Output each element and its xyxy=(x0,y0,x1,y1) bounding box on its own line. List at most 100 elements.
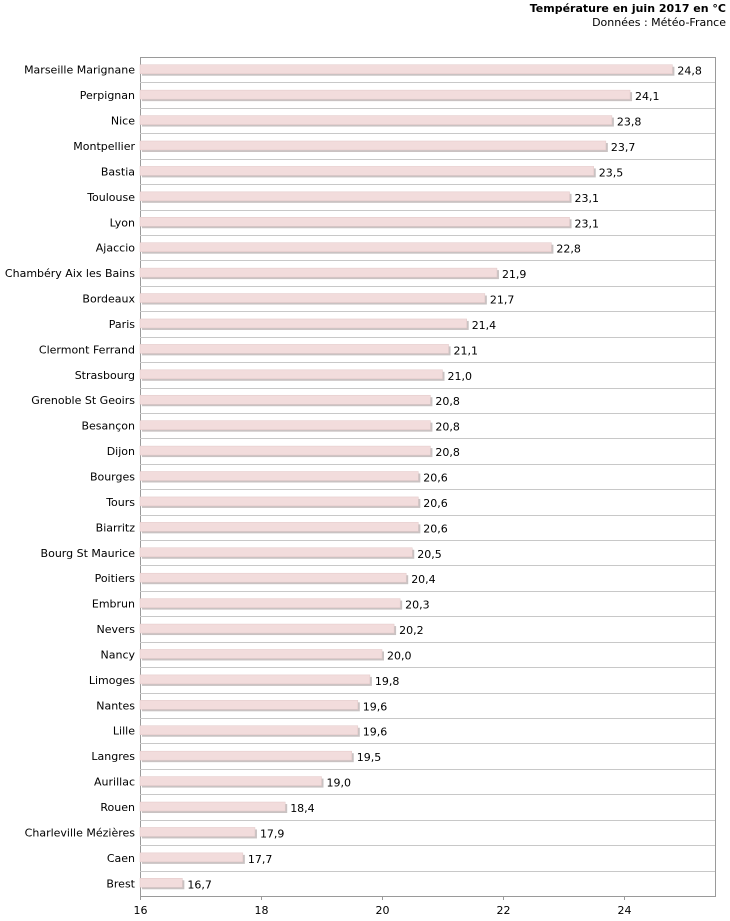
category-label: Strasbourg xyxy=(75,369,135,382)
bar xyxy=(139,725,359,735)
bar xyxy=(139,318,467,329)
value-label: 16,7 xyxy=(187,878,212,891)
value-label: 19,6 xyxy=(363,700,388,713)
value-label: 23,7 xyxy=(611,141,636,154)
value-label: 21,1 xyxy=(454,344,479,357)
value-label: 23,1 xyxy=(575,217,600,230)
category-label: Grenoble St Geoirs xyxy=(31,394,135,407)
bar xyxy=(139,623,395,634)
bar xyxy=(139,64,673,74)
category-label: Brest xyxy=(106,877,135,890)
category-label: Tours xyxy=(105,496,135,509)
category-label: Caen xyxy=(107,852,135,865)
category-label: Aurillac xyxy=(94,776,135,789)
category-label: Nantes xyxy=(96,699,135,712)
bar xyxy=(139,700,359,710)
category-label: Nice xyxy=(111,115,135,128)
value-label: 20,8 xyxy=(435,395,460,408)
bar xyxy=(139,547,413,558)
value-label: 20,3 xyxy=(405,599,430,612)
category-label: Lyon xyxy=(110,216,135,229)
value-label: 21,7 xyxy=(490,294,514,307)
value-label: 19,6 xyxy=(363,726,388,739)
value-label: 20,0 xyxy=(387,649,412,662)
category-label: Marseille Marignane xyxy=(24,64,135,77)
bar xyxy=(139,750,352,761)
bar xyxy=(139,242,552,252)
category-label: Nancy xyxy=(101,648,136,661)
bar xyxy=(139,267,498,278)
bar xyxy=(139,115,613,125)
value-label: 23,8 xyxy=(617,116,642,129)
bar xyxy=(139,878,183,888)
category-label: Bastia xyxy=(101,165,135,178)
category-label: Limoges xyxy=(89,674,135,687)
value-label: 19,0 xyxy=(327,777,352,790)
category-label: Rouen xyxy=(100,801,135,814)
value-label: 23,5 xyxy=(599,166,624,179)
category-label: Poitiers xyxy=(95,572,136,585)
chart-title: Température en juin 2017 en °C xyxy=(529,2,726,15)
value-label: 20,8 xyxy=(435,446,460,459)
category-label: Bourges xyxy=(90,471,135,484)
bar xyxy=(139,217,570,227)
value-label: 20,5 xyxy=(417,548,442,561)
bar xyxy=(139,420,431,430)
category-label: Montpellier xyxy=(73,140,135,153)
value-label: 20,6 xyxy=(423,472,448,485)
bar xyxy=(139,89,631,100)
chart-subtitle: Données : Météo-France xyxy=(592,16,726,29)
value-label: 17,9 xyxy=(260,827,285,840)
bar xyxy=(139,369,443,380)
bar xyxy=(139,191,570,202)
bar xyxy=(139,496,419,507)
bar xyxy=(139,572,407,583)
bar xyxy=(139,344,449,354)
bar xyxy=(139,293,486,303)
chart-header: Température en juin 2017 en °C Données :… xyxy=(530,2,726,30)
category-label: Bordeaux xyxy=(82,293,135,306)
bar xyxy=(139,598,401,608)
category-label: Toulouse xyxy=(86,191,135,204)
category-label: Biarritz xyxy=(96,521,136,534)
bar xyxy=(139,140,607,151)
bar xyxy=(139,166,594,176)
category-label: Perpignan xyxy=(80,89,135,102)
category-label: Ajaccio xyxy=(96,242,135,255)
value-label: 21,4 xyxy=(472,319,497,332)
value-label: 19,5 xyxy=(357,751,382,764)
category-label: Besançon xyxy=(81,420,135,433)
category-label: Chambéry Aix les Bains xyxy=(5,267,135,280)
value-label: 18,4 xyxy=(290,802,315,815)
x-tick-label: 24 xyxy=(618,904,632,917)
value-label: 20,4 xyxy=(411,573,436,586)
x-tick-label: 16 xyxy=(134,904,148,917)
value-label: 21,9 xyxy=(502,268,527,281)
bar xyxy=(139,674,371,685)
bar xyxy=(139,827,256,837)
value-label: 23,1 xyxy=(575,192,600,205)
bar xyxy=(139,801,286,812)
category-label: Bourg St Maurice xyxy=(41,547,136,560)
value-label: 19,8 xyxy=(375,675,400,688)
category-label: Dijon xyxy=(107,445,135,458)
value-label: 20,2 xyxy=(399,624,424,637)
category-label: Langres xyxy=(91,750,135,763)
x-tick-label: 20 xyxy=(376,904,390,917)
category-label: Charleville Mézières xyxy=(25,826,136,839)
bar xyxy=(139,471,419,481)
category-label: Clermont Ferrand xyxy=(39,343,135,356)
category-label: Embrun xyxy=(92,598,135,611)
value-label: 24,8 xyxy=(677,65,702,78)
bar xyxy=(139,445,431,456)
value-label: 20,6 xyxy=(423,522,448,535)
bar xyxy=(139,776,322,786)
value-label: 17,7 xyxy=(248,853,273,866)
x-tick-label: 22 xyxy=(497,904,511,917)
bar xyxy=(139,522,419,532)
value-label: 20,8 xyxy=(435,421,460,434)
value-label: 24,1 xyxy=(635,90,660,103)
bar xyxy=(139,649,383,659)
category-label: Paris xyxy=(109,318,135,331)
